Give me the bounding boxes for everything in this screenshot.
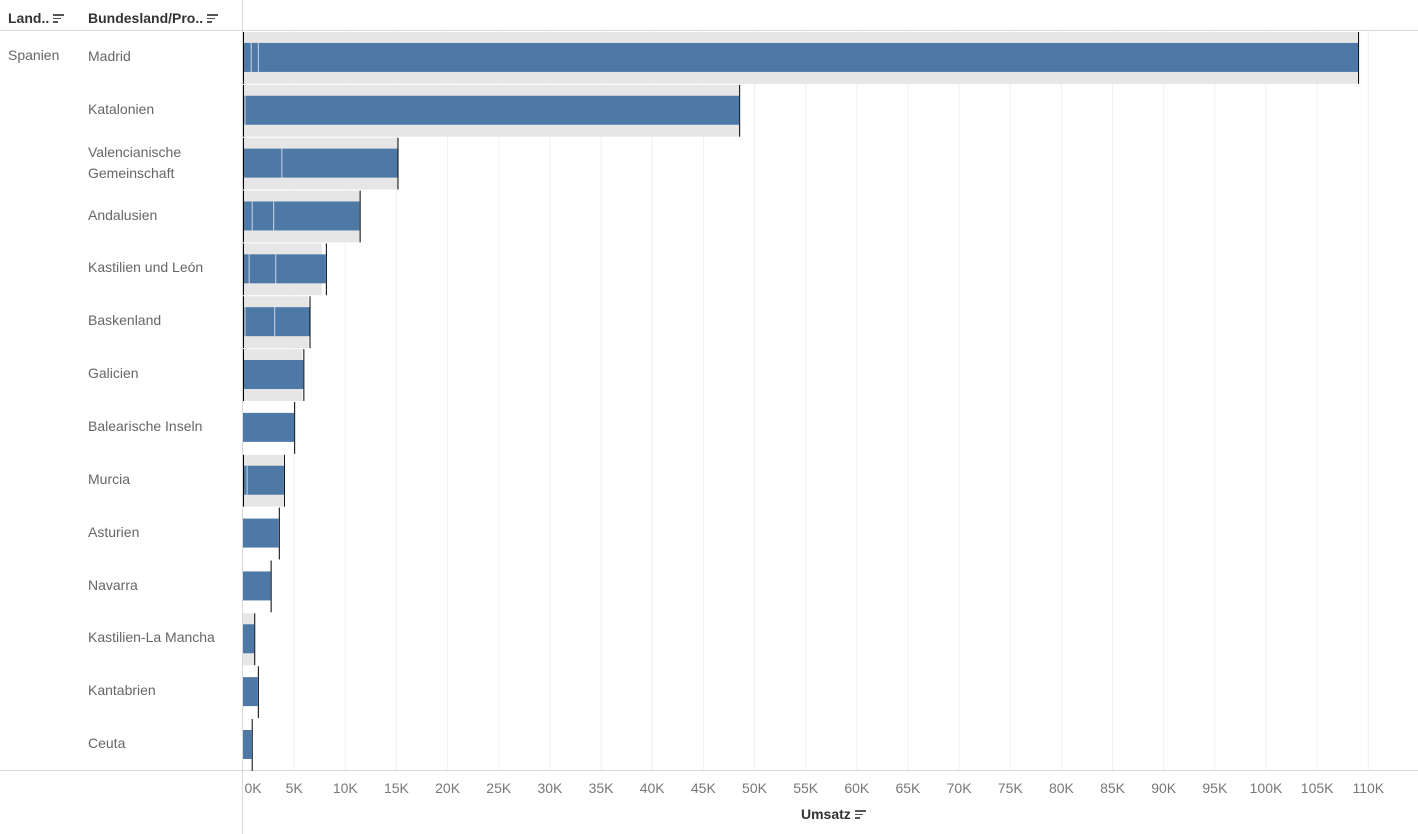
bar [243,518,279,548]
bar [243,571,271,601]
x-tick-label: 35K [589,780,615,796]
x-tick-label: 0K [244,780,262,796]
x-tick-label: 80K [1049,780,1075,796]
bar [243,677,258,707]
x-axis-title-label: Umsatz [801,806,851,822]
x-tick-label: 70K [947,780,973,796]
row-label-andalusien[interactable]: Andalusien [88,207,158,223]
bar [243,360,304,390]
x-tick-label: 65K [895,780,921,796]
row-label-baskenland[interactable]: Baskenland [88,312,162,328]
x-tick-label: 40K [640,780,666,796]
x-tick-label: 110K [1352,780,1384,796]
sort-descending-icon[interactable] [207,13,219,23]
bar [243,42,1359,72]
bar [243,624,255,654]
bar [243,307,310,337]
bar [243,412,295,442]
row-label-galicien[interactable]: Galicien [88,365,139,381]
sort-descending-icon[interactable] [854,809,867,819]
bar [243,201,360,231]
x-tick-label: 105K [1301,780,1334,796]
pane-divider [242,0,243,834]
x-tick-label: 85K [1100,780,1126,796]
bar [243,254,326,284]
x-tick-label: 10K [333,780,359,796]
bar [243,95,740,125]
row-label-balearen[interactable]: Balearische Inseln [88,418,203,434]
x-tick-label: 20K [435,780,461,796]
x-tick-label: 55K [793,780,819,796]
row-label-valencia[interactable]: Valencianische Gemeinschaft [88,144,182,181]
header-bundesland[interactable]: Bundesland/Pro.. [88,10,219,26]
x-tick-label: 50K [742,780,768,796]
x-tick-label: 60K [844,780,870,796]
header-land[interactable]: Land.. [8,10,65,26]
row-label-kantabrien[interactable]: Kantabrien [88,682,156,698]
bar [243,729,252,759]
x-axis-title[interactable]: Umsatz [801,806,867,822]
row-label-ceuta[interactable]: Ceuta [88,735,126,751]
header-divider [0,30,1418,31]
row-label-navarra[interactable]: Navarra [88,577,138,593]
axis-divider [0,770,1418,771]
x-tick-label: 75K [998,780,1024,796]
x-tick-label: 45K [691,780,717,796]
bar [243,465,284,495]
sort-descending-icon[interactable] [53,13,65,23]
x-tick-label: 90K [1151,780,1177,796]
country-label: Spanien [8,47,60,63]
x-tick-label: 15K [384,780,410,796]
x-tick-label: 25K [486,780,512,796]
x-tick-label: 100K [1250,780,1283,796]
row-label-kastilien-la-mancha[interactable]: Kastilien-La Mancha [88,629,215,645]
x-tick-label: 95K [1202,780,1228,796]
x-tick-label: 5K [286,780,304,796]
header-bundesland-label: Bundesland/Pro.. [88,10,204,26]
row-label-murcia[interactable]: Murcia [88,471,131,487]
x-tick-label: 30K [537,780,563,796]
bar [243,148,398,178]
header-land-label: Land.. [8,10,50,26]
row-label-asturien[interactable]: Asturien [88,524,140,540]
row-label-katalonien[interactable]: Katalonien [88,101,155,117]
row-label-madrid[interactable]: Madrid [88,48,131,64]
row-label-kastilien-leon[interactable]: Kastilien und León [88,259,204,275]
